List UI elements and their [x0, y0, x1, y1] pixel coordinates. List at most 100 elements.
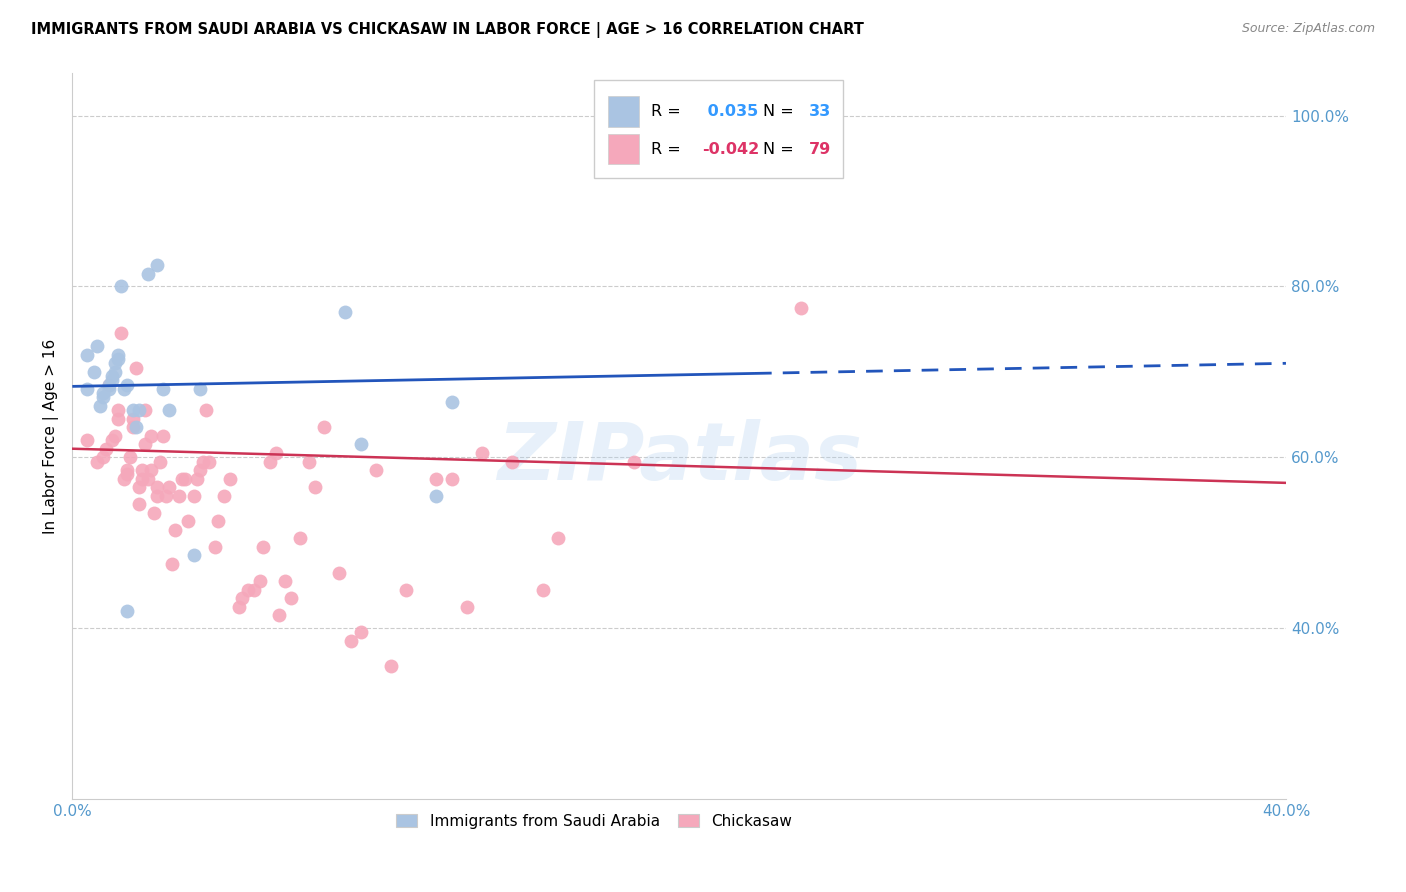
Point: [152, 382, 174, 396]
Point: [501, 454, 523, 468]
Point: [122, 412, 145, 426]
Point: [91, 386, 114, 401]
Point: [104, 429, 127, 443]
Point: [298, 454, 321, 468]
Point: [91, 450, 114, 465]
Point: [76, 433, 98, 447]
Point: [623, 454, 645, 468]
Point: [425, 489, 447, 503]
Point: [143, 506, 166, 520]
Point: [128, 497, 150, 511]
Point: [94, 442, 117, 456]
Text: -0.042: -0.042: [702, 142, 759, 157]
Point: [141, 429, 163, 443]
Text: Source: ZipAtlas.com: Source: ZipAtlas.com: [1241, 22, 1375, 36]
Point: [118, 450, 141, 465]
Point: [198, 454, 221, 468]
Point: [340, 633, 363, 648]
Point: [207, 514, 229, 528]
Point: [112, 472, 135, 486]
Point: [125, 420, 148, 434]
Text: 79: 79: [808, 142, 831, 157]
Point: [115, 463, 138, 477]
Point: [186, 472, 208, 486]
Point: [115, 377, 138, 392]
Point: [97, 382, 120, 396]
Point: [104, 365, 127, 379]
Point: [83, 365, 105, 379]
Legend: Immigrants from Saudi Arabia, Chickasaw: Immigrants from Saudi Arabia, Chickasaw: [389, 807, 799, 835]
Point: [456, 599, 478, 614]
FancyBboxPatch shape: [607, 96, 640, 127]
Point: [128, 403, 150, 417]
Point: [100, 433, 122, 447]
Point: [155, 489, 177, 503]
Point: [152, 429, 174, 443]
Point: [440, 472, 463, 486]
Point: [134, 437, 156, 451]
Point: [328, 566, 350, 580]
Point: [76, 382, 98, 396]
Point: [288, 532, 311, 546]
Point: [107, 352, 129, 367]
Point: [440, 394, 463, 409]
Point: [76, 348, 98, 362]
Point: [162, 557, 184, 571]
Point: [107, 403, 129, 417]
Text: R =: R =: [651, 142, 681, 157]
Text: 0.035: 0.035: [702, 104, 758, 119]
Point: [86, 454, 108, 468]
Point: [173, 472, 195, 486]
Point: [122, 403, 145, 417]
Point: [349, 437, 371, 451]
Point: [115, 604, 138, 618]
Text: R =: R =: [651, 104, 681, 119]
Point: [86, 339, 108, 353]
Point: [149, 454, 172, 468]
Point: [191, 454, 214, 468]
Point: [789, 301, 811, 315]
Point: [204, 540, 226, 554]
Point: [104, 356, 127, 370]
Point: [89, 399, 111, 413]
Point: [146, 480, 169, 494]
Point: [128, 480, 150, 494]
Point: [349, 625, 371, 640]
Point: [425, 472, 447, 486]
Point: [744, 130, 766, 145]
Point: [273, 574, 295, 588]
Point: [238, 582, 260, 597]
Point: [122, 420, 145, 434]
Point: [110, 279, 132, 293]
Text: 33: 33: [808, 104, 831, 119]
Point: [243, 582, 266, 597]
Point: [107, 412, 129, 426]
Point: [259, 454, 281, 468]
Point: [314, 420, 336, 434]
Point: [146, 258, 169, 272]
Point: [231, 591, 253, 606]
Point: [167, 489, 190, 503]
Point: [280, 591, 302, 606]
FancyBboxPatch shape: [595, 80, 844, 178]
Point: [91, 391, 114, 405]
Point: [146, 489, 169, 503]
Point: [131, 463, 153, 477]
Point: [547, 532, 569, 546]
Point: [212, 489, 235, 503]
Point: [110, 326, 132, 341]
Point: [176, 514, 198, 528]
Point: [188, 382, 211, 396]
Point: [335, 305, 357, 319]
Point: [183, 549, 205, 563]
Point: [267, 608, 290, 623]
Point: [228, 599, 250, 614]
Point: [115, 467, 138, 482]
Point: [219, 472, 242, 486]
Point: [395, 582, 418, 597]
Point: [471, 446, 494, 460]
Point: [165, 523, 187, 537]
Point: [304, 480, 326, 494]
Point: [131, 472, 153, 486]
Point: [97, 377, 120, 392]
